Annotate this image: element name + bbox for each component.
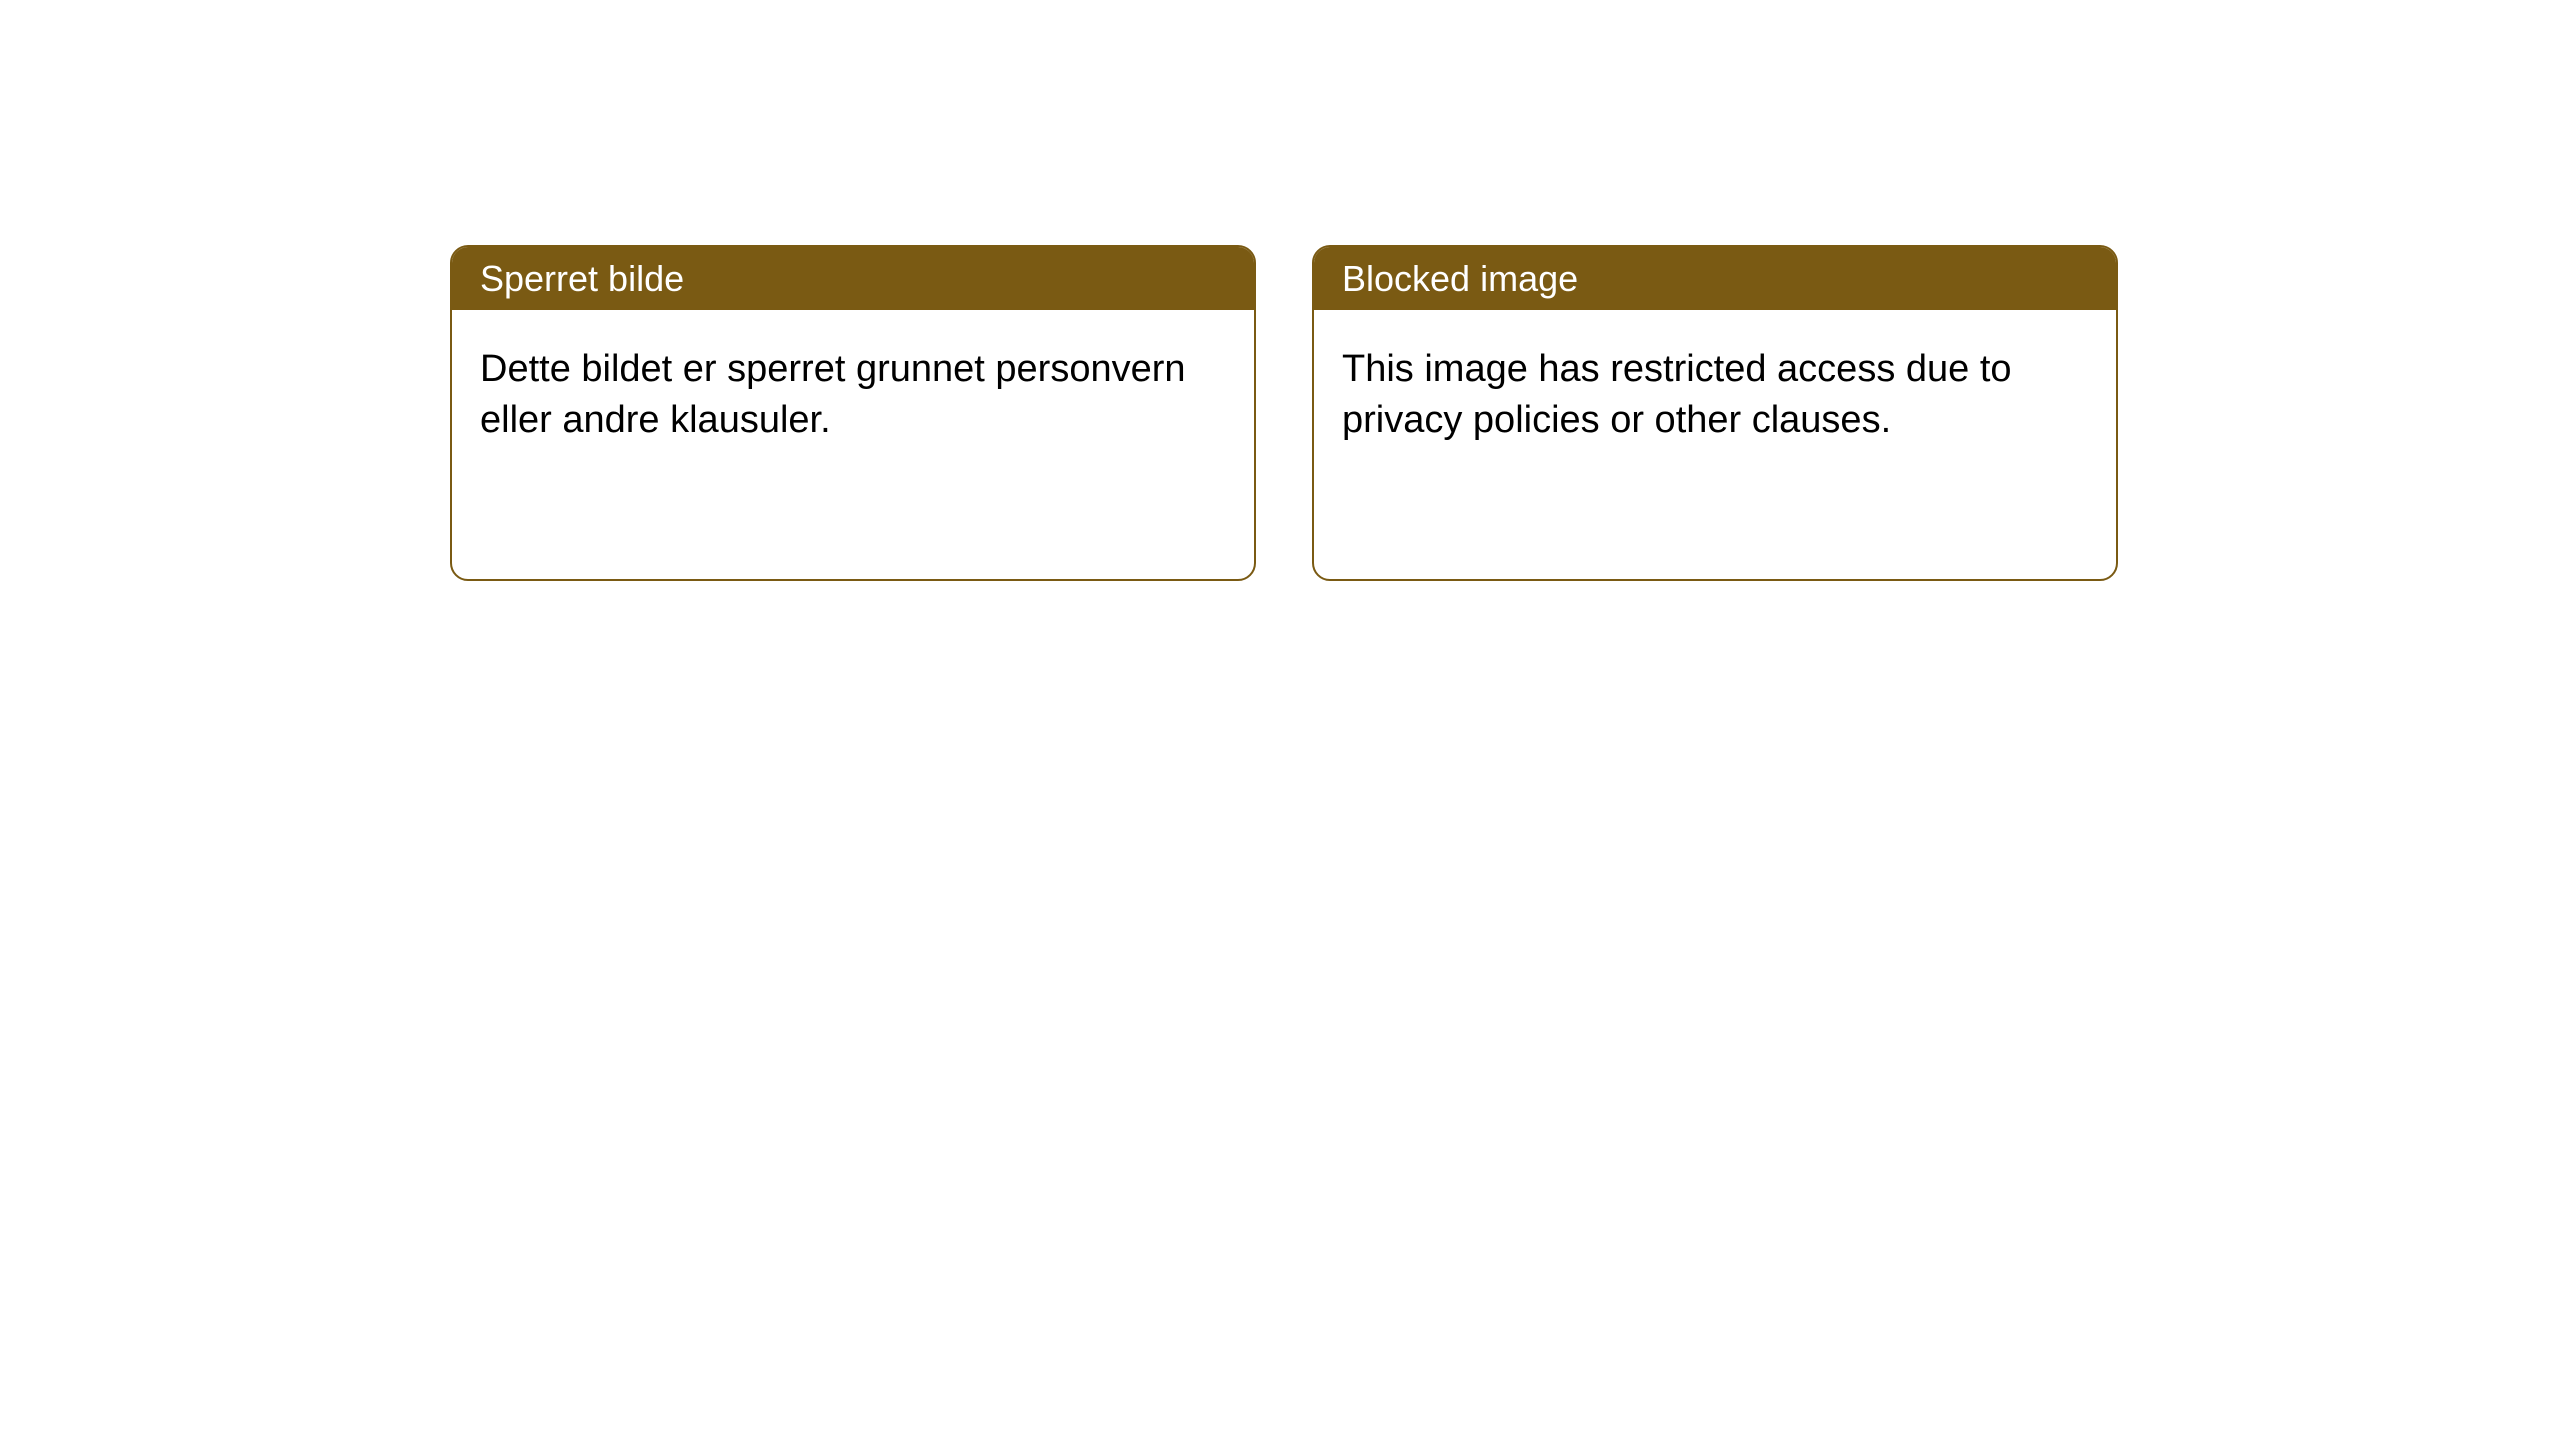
notice-container: Sperret bilde Dette bildet er sperret gr… <box>0 0 2560 581</box>
notice-header: Blocked image <box>1314 247 2116 310</box>
notice-body: This image has restricted access due to … <box>1314 310 2116 481</box>
notice-title: Sperret bilde <box>480 258 684 299</box>
notice-body: Dette bildet er sperret grunnet personve… <box>452 310 1254 481</box>
notice-header: Sperret bilde <box>452 247 1254 310</box>
notice-card-english: Blocked image This image has restricted … <box>1312 245 2118 581</box>
notice-title: Blocked image <box>1342 258 1578 299</box>
notice-message: Dette bildet er sperret grunnet personve… <box>480 348 1186 441</box>
notice-message: This image has restricted access due to … <box>1342 348 2012 441</box>
notice-card-norwegian: Sperret bilde Dette bildet er sperret gr… <box>450 245 1256 581</box>
